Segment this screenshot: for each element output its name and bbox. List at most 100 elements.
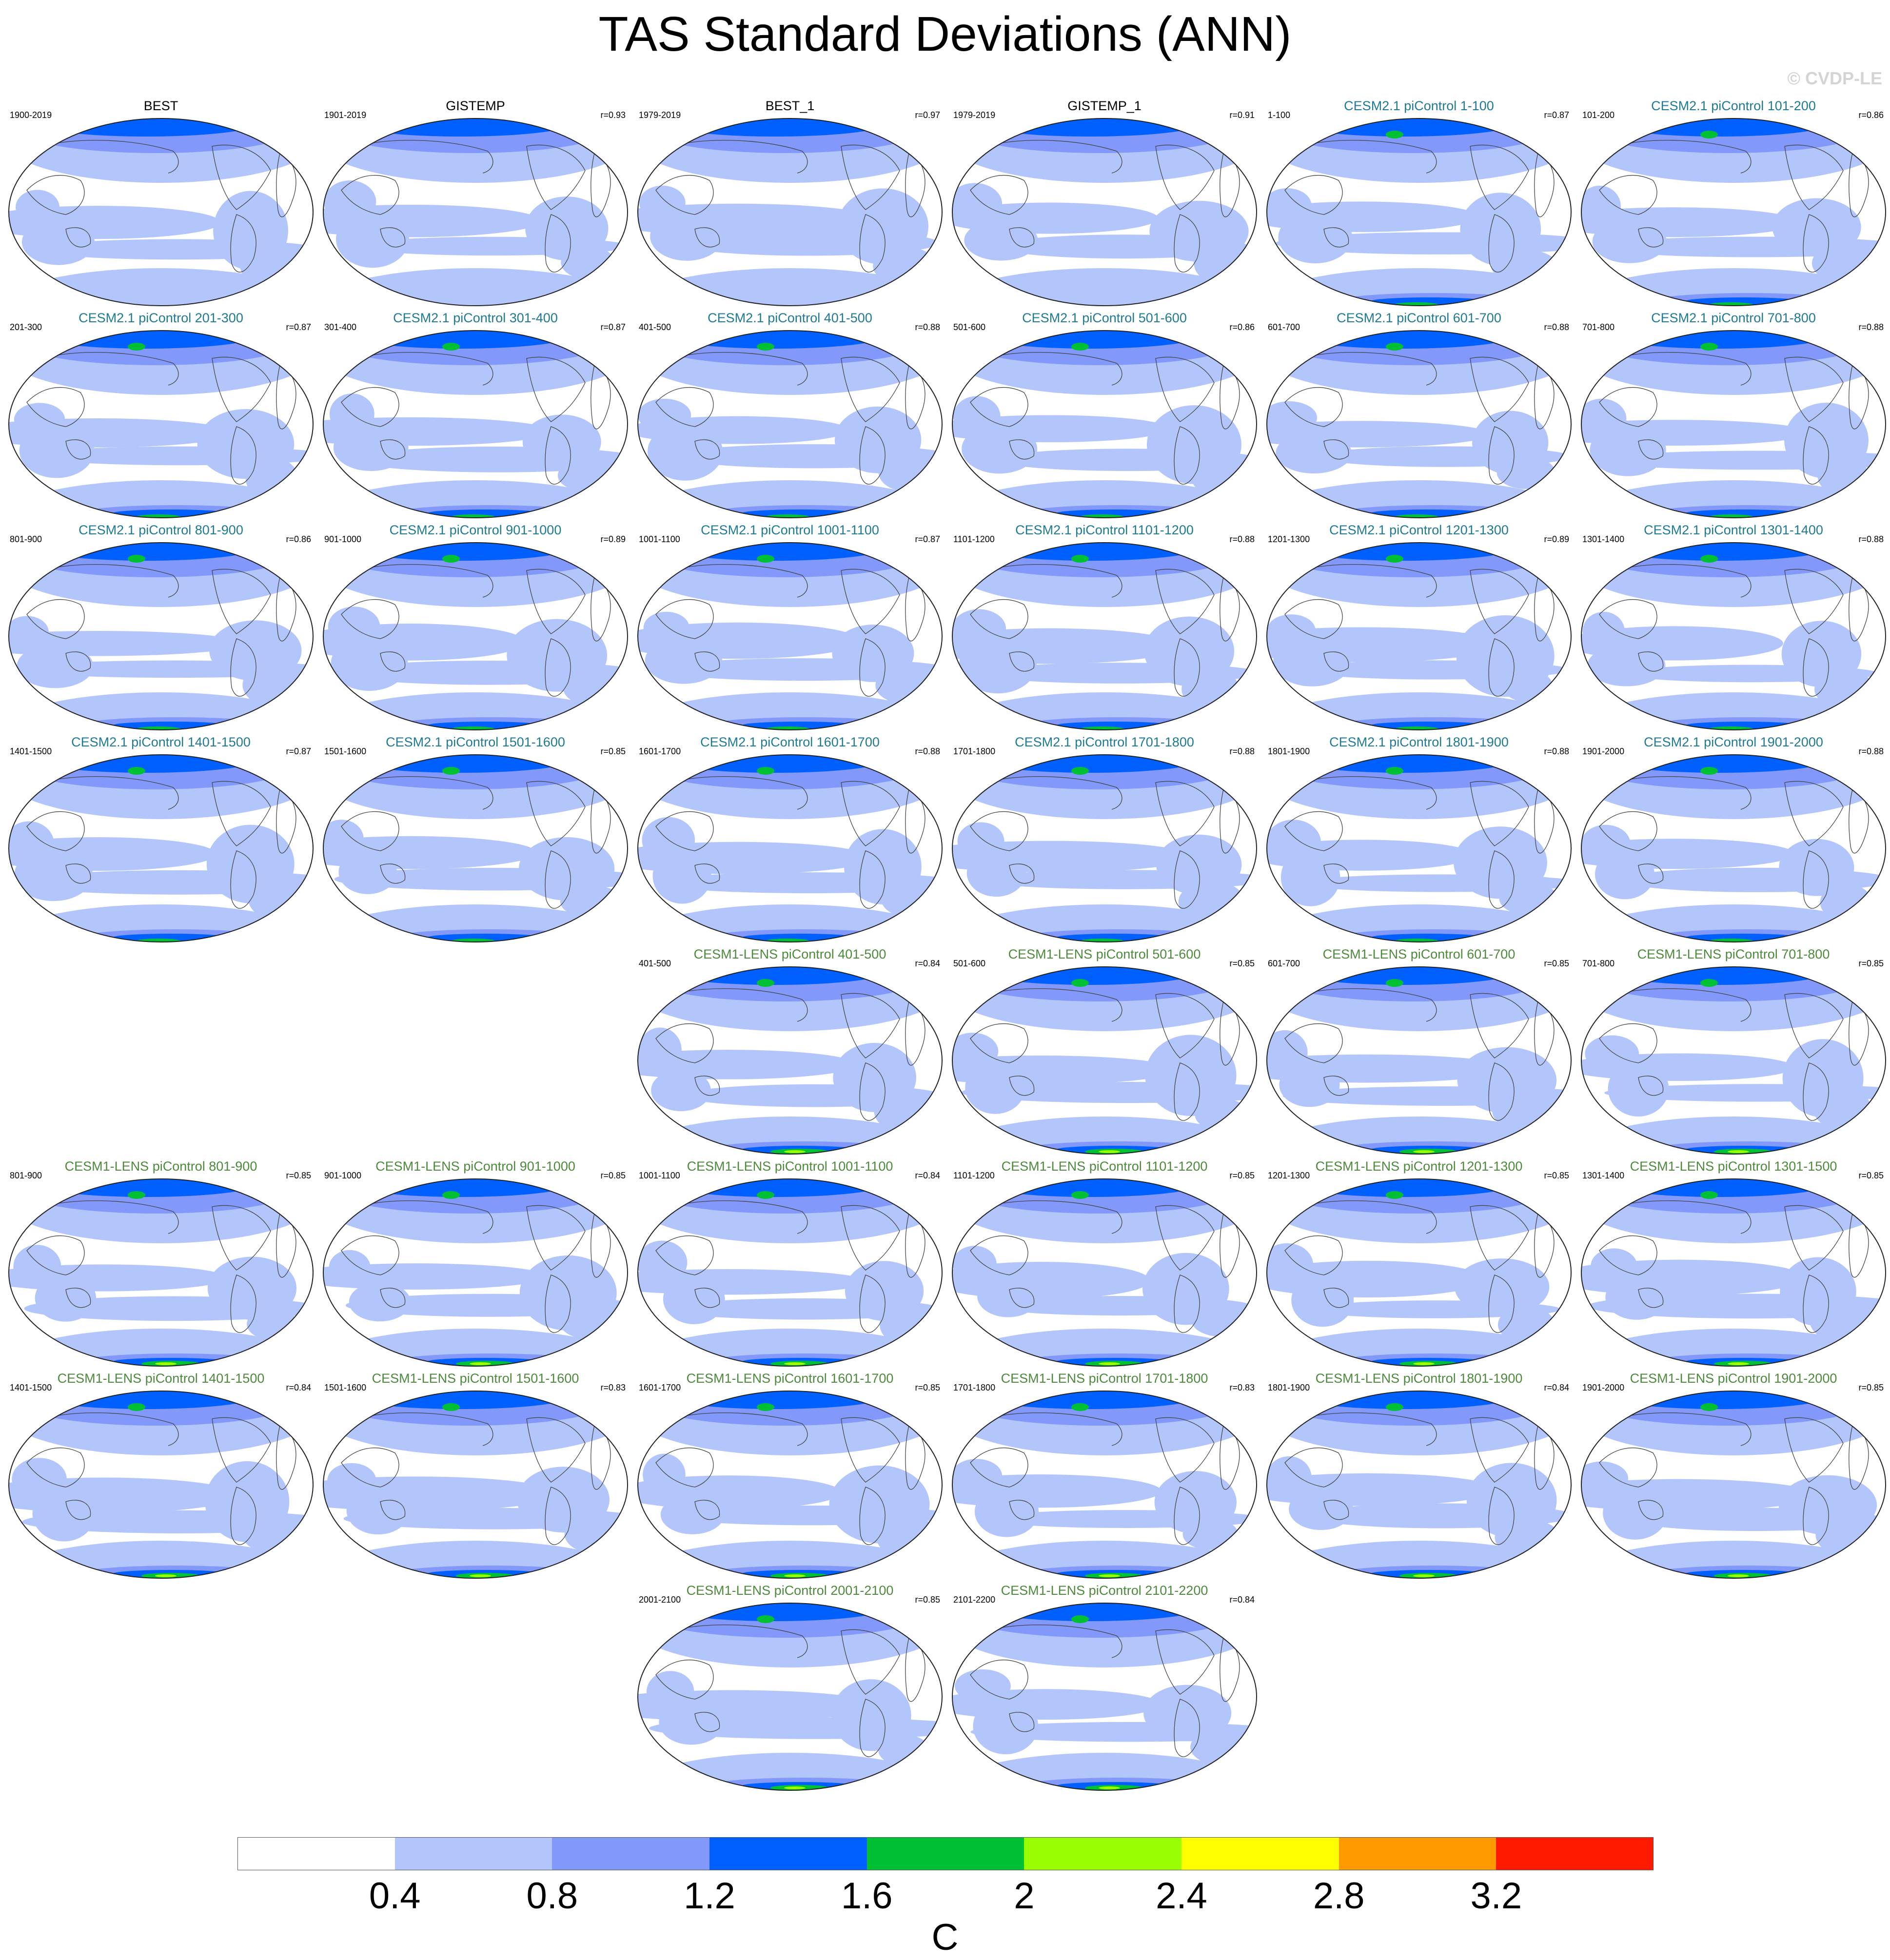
coastline <box>1009 1076 1035 1096</box>
coastline <box>694 1076 720 1096</box>
coastline <box>1470 993 1529 1058</box>
panel-period: 1801-1900 <box>1268 746 1310 756</box>
variability-contour <box>885 972 890 986</box>
coastline <box>545 426 571 485</box>
variability-contour <box>128 1191 145 1199</box>
coastline <box>905 1635 925 1702</box>
variability-contour <box>1142 1253 1229 1325</box>
panel-period: 1601-1700 <box>639 1383 681 1392</box>
coastline <box>1599 1235 1657 1275</box>
global-map <box>1266 542 1572 730</box>
coastline <box>1155 1417 1215 1483</box>
variability-contour <box>1071 1191 1089 1199</box>
variability-contour <box>881 880 937 918</box>
coastline <box>1784 356 1844 422</box>
map-outline <box>1581 542 1886 730</box>
coastline <box>1849 1211 1869 1278</box>
variability-contour <box>643 611 689 644</box>
variability-contour <box>757 767 774 775</box>
coastline <box>1849 362 1869 430</box>
variability-contour <box>14 403 65 437</box>
panel-period: 1501-1600 <box>324 1383 367 1392</box>
map-outline <box>637 118 943 306</box>
variability-contour <box>757 1615 774 1623</box>
global-map <box>8 542 314 730</box>
panel-pattern-correlation: r=0.88 <box>1858 534 1884 544</box>
variability-contour <box>1513 1183 1520 1201</box>
coastline <box>841 1417 900 1483</box>
panel-period: 601-700 <box>1268 959 1300 968</box>
coastline <box>1488 426 1515 485</box>
map-panel: CESM2.1 piControl 1001-1100 1001-1100 r=0.… <box>634 522 946 734</box>
map-panel: CESM2.1 piControl 501-600 501-600 r=0.86 <box>948 310 1260 522</box>
map-outline <box>1581 966 1886 1155</box>
coastline <box>670 1625 808 1658</box>
panel-title: CESM2.1 piControl 1301-1400 <box>1644 523 1823 537</box>
map-panel: GISTEMP 1901-2019 r=0.93 <box>319 98 631 310</box>
panel-pattern-correlation: r=0.85 <box>1858 959 1884 968</box>
coastline <box>1638 227 1664 248</box>
coastline <box>41 1412 179 1446</box>
variability-contour <box>17 644 94 688</box>
map-outline <box>952 1391 1257 1579</box>
variability-contour <box>569 547 577 565</box>
panel-pattern-correlation: r=0.88 <box>1544 322 1569 332</box>
variability-contour <box>648 1395 669 1402</box>
variability-contour <box>571 1184 575 1198</box>
panel-pattern-correlation: r=0.84 <box>1544 1383 1569 1392</box>
global-map <box>952 1178 1257 1367</box>
coastline <box>655 175 714 215</box>
coastline <box>1174 426 1200 485</box>
panel-period: 501-600 <box>953 322 986 332</box>
variability-contour <box>964 760 991 770</box>
map-panel: CESM2.1 piControl 1101-1200 1101-1200 r=0.… <box>948 522 1260 734</box>
panel-period: 1001-1100 <box>639 1171 680 1180</box>
variability-contour <box>9 1541 313 1578</box>
variability-contour <box>832 625 914 682</box>
variability-contour <box>1395 726 1438 730</box>
panel-period: 1001-1100 <box>639 534 680 544</box>
coastline <box>655 387 714 427</box>
colorbar-frame <box>237 1837 1654 1870</box>
coastline <box>1534 574 1555 642</box>
coastline <box>859 1274 886 1333</box>
coastline <box>655 811 714 851</box>
map-panel: CESM2.1 piControl 1201-1300 1201-1300 r=0.… <box>1263 522 1575 734</box>
global-map <box>1266 1391 1572 1579</box>
variability-contour <box>638 1541 942 1578</box>
panel-period: 701-800 <box>1582 959 1615 968</box>
variability-contour <box>569 1395 577 1413</box>
global-map <box>1581 330 1886 518</box>
map-outline <box>323 118 628 306</box>
variability-contour <box>784 1150 806 1153</box>
variability-contour <box>1581 692 1886 730</box>
panel-period: 1979-2019 <box>639 110 681 120</box>
panel-period: 401-500 <box>639 959 671 968</box>
coastline <box>1284 1023 1343 1063</box>
coastline <box>1155 781 1215 846</box>
variability-contour <box>1071 767 1089 775</box>
variability-contour <box>1513 759 1520 777</box>
variability-contour <box>953 396 1001 437</box>
panel-pattern-correlation: r=0.83 <box>600 1383 626 1392</box>
map-outline <box>1581 1178 1886 1367</box>
colorbar-swatch <box>709 1837 867 1870</box>
coastline <box>859 850 886 909</box>
variability-contour <box>256 1184 261 1198</box>
coastline <box>230 1487 256 1545</box>
coastline <box>1220 362 1240 430</box>
colorbar-swatch <box>1339 1837 1496 1870</box>
map-panel: CESM1-LENS piControl 2001-2100 2001-2100 r… <box>634 1582 946 1794</box>
variability-contour <box>1386 1191 1403 1199</box>
global-map <box>952 542 1257 730</box>
variability-contour <box>336 210 409 268</box>
variability-contour <box>1700 343 1718 351</box>
variability-contour <box>1099 1574 1120 1577</box>
coastline <box>1849 999 1869 1066</box>
coastline <box>526 568 586 634</box>
variability-contour <box>518 837 615 901</box>
panel-title: GISTEMP_1 <box>1067 98 1142 113</box>
variability-contour <box>964 220 1038 261</box>
coastline <box>1784 568 1844 634</box>
variability-contour <box>1267 692 1571 730</box>
